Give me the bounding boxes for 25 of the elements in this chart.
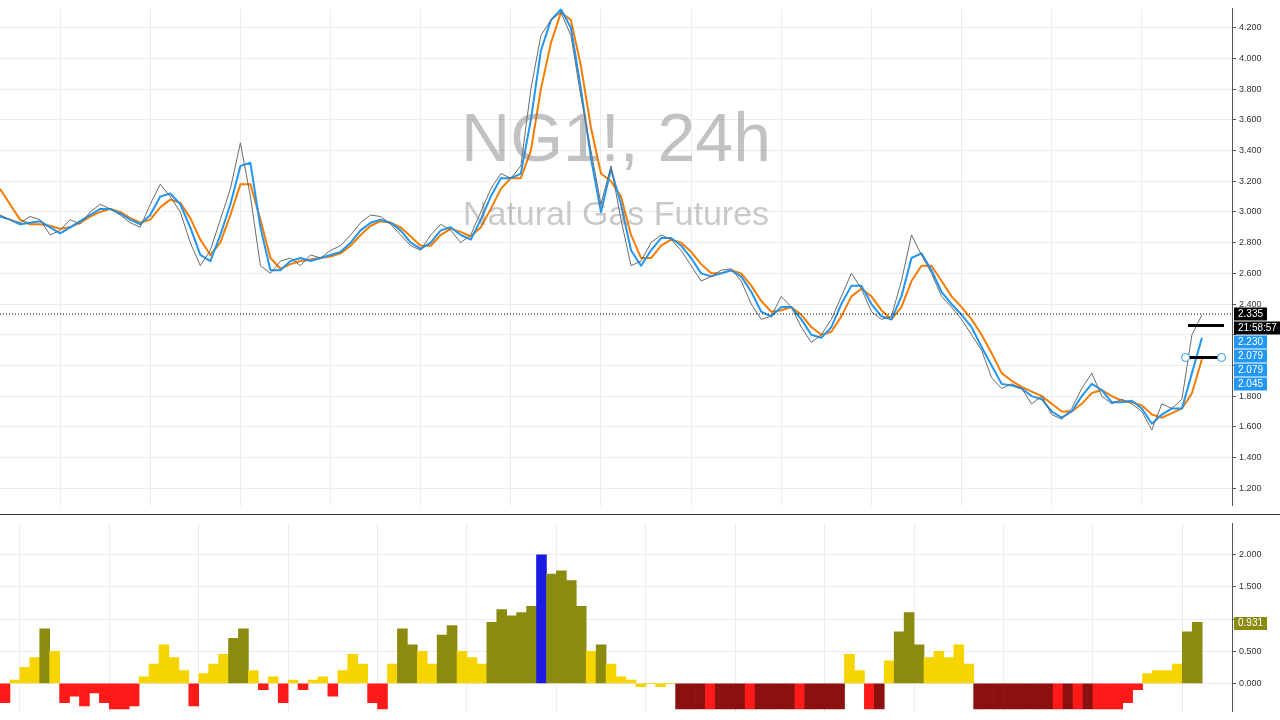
- text: 21:58:57: [1238, 321, 1278, 333]
- y-tick-label: 3.400: [1239, 145, 1262, 156]
- y-tick-label: 2.400: [1239, 298, 1262, 309]
- text: 2.045: [1238, 377, 1264, 389]
- ref-line-label: 2.335: [1238, 307, 1264, 319]
- y-tick-label: 3.000: [1239, 206, 1262, 217]
- y-tick-label: 0.000: [1239, 677, 1262, 688]
- text: 2.079: [1238, 349, 1264, 361]
- y-tick-label: 4.200: [1239, 22, 1262, 33]
- y-tick-label: 1.400: [1239, 452, 1262, 463]
- y-tick-label: 1.200: [1239, 482, 1262, 493]
- y-tick-label: 0.500: [1239, 645, 1262, 656]
- y-tick-label: 3.600: [1239, 114, 1262, 125]
- y-tick-label: 2.600: [1239, 267, 1262, 278]
- y-tick-label: 1.800: [1239, 390, 1262, 401]
- y-tick-label: 2.000: [1239, 549, 1262, 560]
- y-tick-label: 1.500: [1239, 581, 1262, 592]
- text: 2.230: [1238, 335, 1264, 347]
- y-tick-label: 2.800: [1239, 237, 1262, 248]
- text: 2.079: [1238, 363, 1264, 375]
- y-tick-label: 4.000: [1239, 52, 1262, 63]
- annotation: 0.931: [1238, 617, 1264, 629]
- y-tick-label: 1.600: [1239, 421, 1262, 432]
- y-tick-label: 3.800: [1239, 83, 1262, 94]
- y-tick-label: 3.200: [1239, 175, 1262, 186]
